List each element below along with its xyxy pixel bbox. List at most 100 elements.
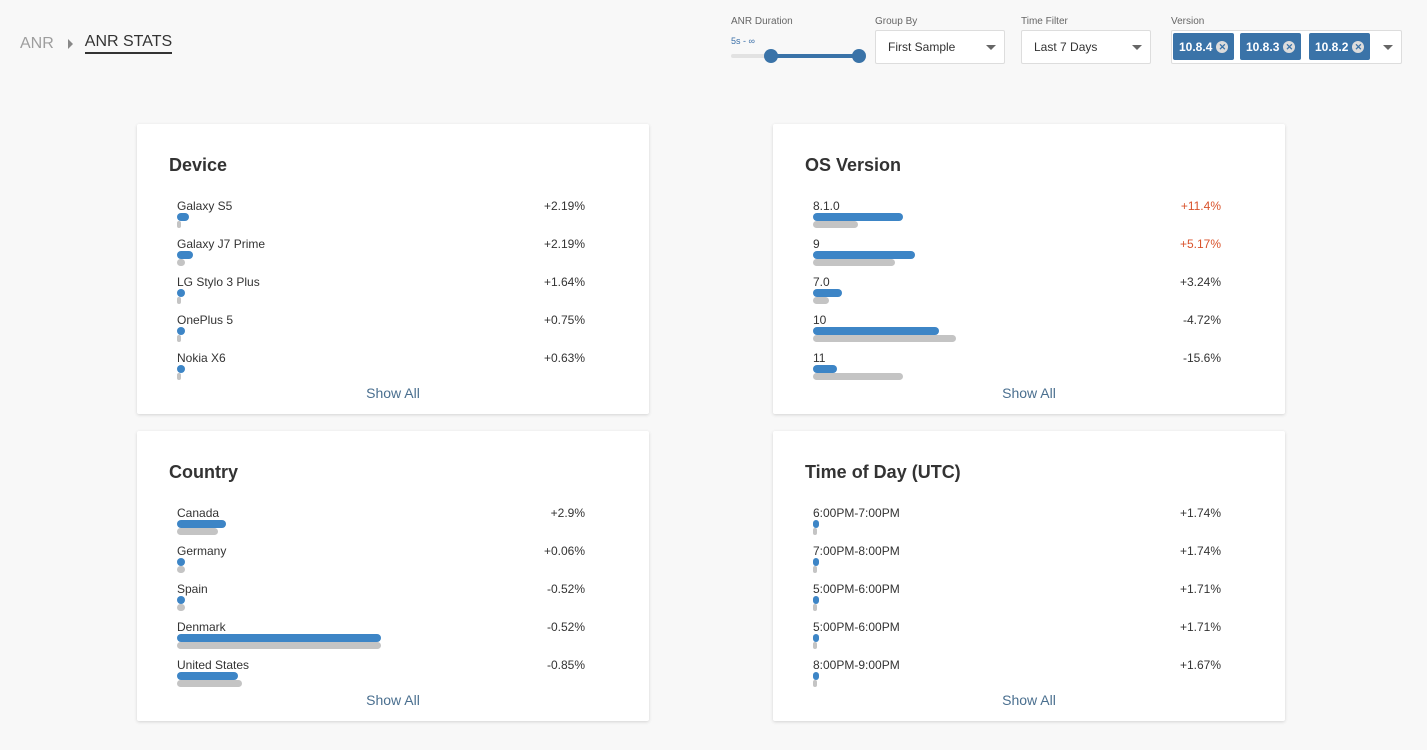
previous-period-bar — [177, 221, 182, 228]
list-item: 5:00PM-6:00PM +1.71% — [813, 620, 1221, 658]
current-period-bar — [177, 634, 381, 642]
list-item: 11 -15.6% — [813, 351, 1221, 389]
group-by-label: Group By — [875, 16, 918, 27]
current-period-bar — [813, 596, 820, 604]
current-period-bar — [813, 365, 838, 373]
previous-period-bar — [813, 642, 818, 649]
row-label: 7.0 — [813, 275, 830, 289]
breadcrumb: ANR ANR STATS — [20, 33, 173, 54]
card-device: Device Galaxy S5 +2.19% Galaxy J7 Prime +2.… — [137, 124, 649, 414]
group-by-value: First Sample — [888, 40, 956, 54]
time-filter-select[interactable]: Last 7 Days — [1021, 30, 1151, 64]
current-period-bar — [177, 327, 186, 335]
current-period-bar — [813, 672, 820, 680]
row-label: Denmark — [177, 620, 226, 634]
list-item: 8:00PM-9:00PM +1.67% — [813, 658, 1221, 696]
row-label: Spain — [177, 582, 208, 596]
previous-period-bar — [813, 221, 858, 228]
version-chip[interactable]: 10.8.4 ✕ — [1173, 33, 1235, 60]
list-item: Germany +0.06% — [177, 544, 585, 582]
list-item: 9 +5.17% — [813, 237, 1221, 275]
row-change-value: +2.9% — [550, 506, 585, 520]
previous-period-bar — [813, 259, 895, 266]
row-change-value: +11.4% — [1180, 199, 1221, 213]
row-change-value: +1.74% — [1179, 506, 1221, 520]
previous-period-bar — [813, 566, 818, 573]
row-change-value: -0.85% — [546, 658, 585, 672]
show-all-link[interactable]: Show All — [1002, 692, 1056, 708]
breadcrumb-root-link[interactable]: ANR — [20, 34, 54, 52]
remove-chip-icon[interactable]: ✕ — [1216, 40, 1229, 53]
current-period-bar — [813, 251, 915, 259]
previous-period-bar — [177, 297, 182, 304]
row-change-value: -15.6% — [1182, 351, 1221, 365]
version-chip[interactable]: 10.8.3 ✕ — [1240, 33, 1302, 60]
row-label: Galaxy S5 — [177, 199, 233, 213]
previous-period-bar — [177, 604, 186, 611]
show-all-link[interactable]: Show All — [366, 385, 420, 401]
version-label: Version — [1171, 16, 1205, 27]
current-period-bar — [177, 213, 190, 221]
caret-down-icon[interactable] — [1383, 45, 1393, 50]
anr-duration-label: ANR Duration — [731, 16, 793, 27]
card-title: Time of Day (UTC) — [805, 462, 961, 482]
version-chip-label: 10.8.2 — [1315, 39, 1349, 54]
current-period-bar — [177, 289, 186, 297]
current-period-bar — [177, 520, 226, 528]
show-all-link[interactable]: Show All — [366, 692, 420, 708]
card-time-of-day: Time of Day (UTC) 6:00PM-7:00PM +1.74% 7:0… — [773, 431, 1285, 721]
previous-period-bar — [813, 297, 830, 304]
row-label: 10 — [813, 313, 827, 327]
list-item: United States -0.85% — [177, 658, 585, 696]
list-item: 7.0 +3.24% — [813, 275, 1221, 313]
caret-down-icon — [986, 45, 996, 50]
row-label: Canada — [177, 506, 220, 520]
current-period-bar — [813, 558, 820, 566]
group-by-select[interactable]: First Sample — [875, 30, 1005, 64]
previous-period-bar — [177, 259, 186, 266]
card-title: OS Version — [805, 155, 902, 175]
row-label: LG Stylo 3 Plus — [177, 275, 260, 289]
row-label: 9 — [813, 237, 820, 251]
card-title: Device — [169, 155, 228, 175]
row-change-value: -0.52% — [546, 582, 585, 596]
row-change-value: +1.74% — [1179, 544, 1221, 558]
current-period-bar — [813, 634, 820, 642]
row-change-value: -0.52% — [546, 620, 585, 634]
previous-period-bar — [177, 566, 186, 573]
previous-period-bar — [177, 680, 243, 687]
row-label: 7:00PM-8:00PM — [813, 544, 900, 558]
show-all-link[interactable]: Show All — [1002, 385, 1056, 401]
version-chip-label: 10.8.4 — [1179, 39, 1213, 54]
current-period-bar — [177, 251, 194, 259]
row-change-value: +2.19% — [543, 237, 585, 251]
previous-period-bar — [177, 528, 218, 535]
row-label: 6:00PM-7:00PM — [813, 506, 900, 520]
row-label: Germany — [177, 544, 227, 558]
row-label: Galaxy J7 Prime — [177, 237, 266, 251]
remove-chip-icon[interactable]: ✕ — [1283, 40, 1296, 53]
list-item: 5:00PM-6:00PM +1.71% — [813, 582, 1221, 620]
list-item: Denmark -0.52% — [177, 620, 585, 658]
row-label: 8.1.0 — [813, 199, 840, 213]
previous-period-bar — [177, 335, 182, 342]
previous-period-bar — [813, 335, 956, 342]
row-label: 5:00PM-6:00PM — [813, 582, 900, 596]
row-change-value: +0.75% — [543, 313, 585, 327]
anr-duration-max-handle[interactable] — [852, 49, 866, 63]
time-filter-value: Last 7 Days — [1034, 40, 1098, 54]
version-chip[interactable]: 10.8.2 ✕ — [1309, 33, 1371, 60]
list-item: Galaxy J7 Prime +2.19% — [177, 237, 585, 275]
anr-duration-min-handle[interactable] — [764, 49, 778, 63]
remove-chip-icon[interactable]: ✕ — [1352, 40, 1365, 53]
chevron-right-icon — [67, 38, 73, 49]
previous-period-bar — [813, 680, 818, 687]
version-chip-label: 10.8.3 — [1246, 39, 1280, 54]
time-filter-label: Time Filter — [1021, 16, 1068, 27]
card-os-version: OS Version 8.1.0 +11.4% 9 +5.17% 7.0 +3.24% 10… — [773, 124, 1285, 414]
caret-down-icon — [1132, 45, 1142, 50]
current-period-bar — [177, 365, 186, 373]
card-title: Country — [169, 462, 238, 482]
card-country: Country Canada +2.9% Germany +0.06% Spain -0.… — [137, 431, 649, 721]
list-item: Nokia X6 +0.63% — [177, 351, 585, 389]
